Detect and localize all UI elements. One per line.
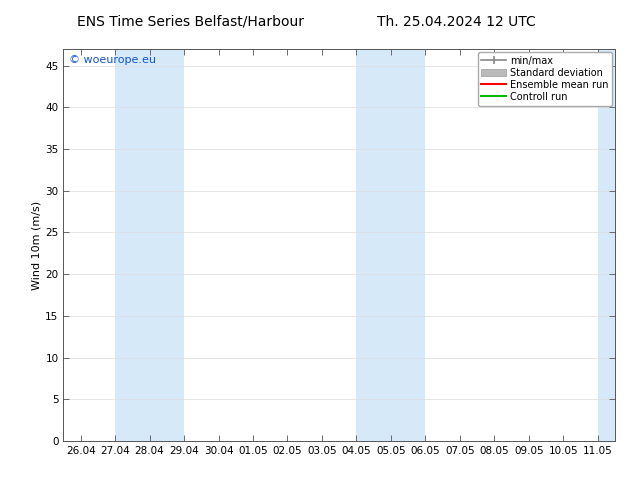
Legend: min/max, Standard deviation, Ensemble mean run, Controll run: min/max, Standard deviation, Ensemble me… [477, 52, 612, 105]
Text: © woeurope.eu: © woeurope.eu [69, 55, 156, 65]
Bar [598, 49, 615, 441]
Bar [115, 49, 184, 441]
Y-axis label: Wind 10m (m/s): Wind 10m (m/s) [31, 200, 41, 290]
Text: ENS Time Series Belfast/Harbour: ENS Time Series Belfast/Harbour [77, 15, 304, 29]
Bar [356, 49, 425, 441]
Text: Th. 25.04.2024 12 UTC: Th. 25.04.2024 12 UTC [377, 15, 536, 29]
